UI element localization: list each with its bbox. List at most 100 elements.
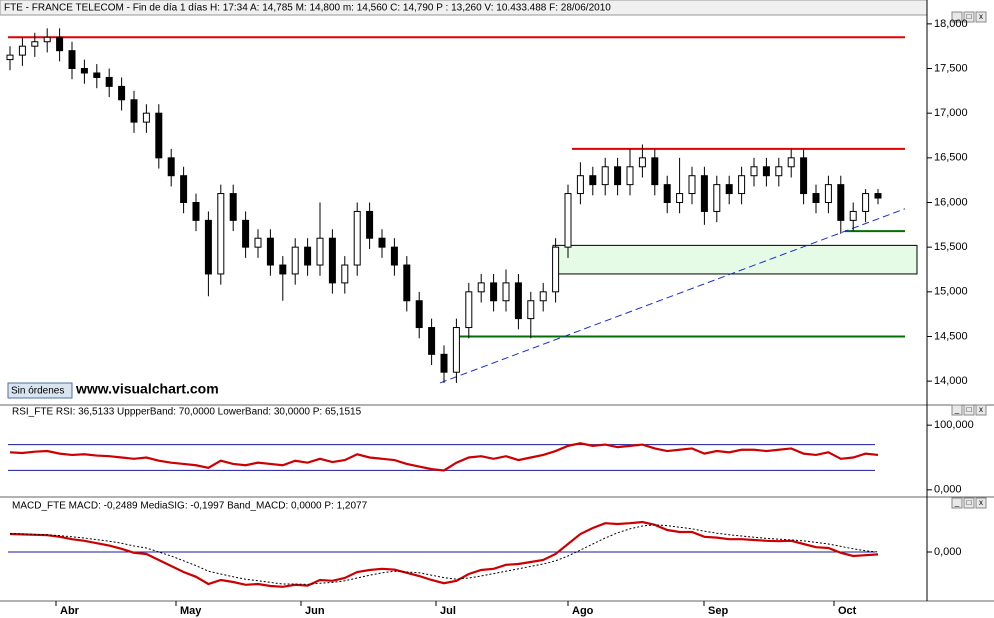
- candle-body: [341, 264, 349, 284]
- candle-body: [291, 246, 299, 275]
- candle-body: [254, 237, 262, 248]
- candle-body: [6, 54, 14, 61]
- y-tick-label: 15,500: [934, 241, 968, 253]
- x-tick-label: Ago: [572, 605, 594, 617]
- candle-body: [589, 175, 597, 186]
- orders-button-label[interactable]: Sin órdenes: [11, 386, 64, 397]
- candle-body: [378, 237, 386, 248]
- candle-body: [68, 50, 76, 70]
- candle-body: [787, 157, 795, 168]
- candle-body: [576, 175, 584, 195]
- y-tick-label: 15,000: [934, 286, 968, 298]
- candle-body: [614, 166, 622, 186]
- candle-body: [18, 45, 26, 56]
- window-button[interactable]: [951, 497, 963, 509]
- window-button-label[interactable]: _: [954, 405, 960, 414]
- window-button[interactable]: [975, 404, 987, 416]
- candle-body: [502, 282, 510, 302]
- indicator-line: [9, 524, 879, 585]
- candle-body: [465, 291, 473, 329]
- candle-body: [118, 85, 126, 101]
- y-tick-label: 14,000: [934, 375, 968, 387]
- candle-body: [204, 219, 212, 275]
- candle-body: [552, 246, 560, 293]
- candle-body: [725, 184, 733, 195]
- x-tick-label: Sep: [708, 605, 728, 617]
- window-button-label[interactable]: _: [954, 498, 960, 507]
- window-button-label[interactable]: _: [954, 12, 960, 21]
- candle-body: [514, 282, 522, 320]
- candle-body: [192, 202, 200, 221]
- candle-body: [676, 193, 684, 203]
- indicator-line: [9, 520, 879, 588]
- window-button[interactable]: [951, 404, 963, 416]
- candle-body: [80, 68, 88, 74]
- indicator-line: [9, 442, 879, 472]
- support-zone: [552, 244, 918, 275]
- y-tick-label: 16,000: [934, 196, 968, 208]
- candle-body: [440, 353, 448, 373]
- window-button[interactable]: [963, 497, 975, 509]
- candle-body: [775, 166, 783, 177]
- window-button[interactable]: [975, 11, 987, 23]
- candle-body: [93, 72, 101, 78]
- candle-body: [626, 166, 634, 186]
- candle-body: [750, 166, 758, 177]
- window-button-label[interactable]: □: [967, 405, 972, 414]
- candle-body: [390, 246, 398, 266]
- macd-header: MACD_FTE MACD: -0,2489 MediaSIG: -0,1997…: [12, 501, 368, 512]
- candle-body: [638, 157, 646, 168]
- candle-body: [43, 36, 51, 43]
- candle-body: [812, 193, 820, 203]
- candle-body: [266, 237, 274, 266]
- candle-body: [539, 291, 547, 302]
- candle-body: [824, 184, 832, 204]
- candle-body: [242, 219, 250, 248]
- y-tick-label: 14,500: [934, 330, 968, 342]
- candle-body: [304, 246, 312, 266]
- candle-body: [316, 237, 324, 266]
- candle-body: [130, 99, 138, 123]
- candle-body: [155, 112, 163, 159]
- window-button-label[interactable]: □: [967, 12, 972, 21]
- candle-body: [651, 157, 659, 186]
- orders-button[interactable]: [7, 382, 73, 399]
- candle-body: [527, 300, 535, 320]
- y-tick-label: 0,000: [934, 546, 962, 558]
- candle-body: [403, 264, 411, 302]
- x-tick-label: May: [180, 605, 202, 617]
- candle-body: [180, 175, 188, 203]
- candle-body: [328, 237, 336, 284]
- window-button[interactable]: [963, 11, 975, 23]
- candle-body: [477, 282, 485, 293]
- candle-body: [738, 175, 746, 195]
- y-tick-label: 100,000: [934, 419, 974, 431]
- candle-body: [142, 112, 150, 123]
- y-tick-label: 0,000: [934, 484, 962, 496]
- x-tick-label: Abr: [60, 605, 80, 617]
- candle-body: [688, 175, 696, 195]
- candle-body: [713, 184, 721, 212]
- candle-body: [452, 327, 460, 373]
- candle-body: [700, 175, 708, 212]
- candle-body: [849, 210, 857, 221]
- window-button-label[interactable]: □: [967, 498, 972, 507]
- candle-body: [366, 210, 374, 239]
- window-button[interactable]: [951, 11, 963, 23]
- window-button[interactable]: [975, 497, 987, 509]
- rsi-header: RSI_FTE RSI: 36,5133 UppperBand: 70,0000…: [12, 407, 362, 418]
- y-tick-label: 17,500: [934, 62, 968, 74]
- trend-line: [439, 208, 906, 384]
- window-button-label[interactable]: x: [979, 405, 983, 414]
- y-tick-label: 17,000: [934, 107, 968, 119]
- candle-body: [217, 193, 225, 275]
- window-button-label[interactable]: x: [979, 12, 983, 21]
- window-button-label[interactable]: x: [979, 498, 983, 507]
- candle-body: [31, 41, 39, 47]
- window-button[interactable]: [963, 404, 975, 416]
- candle-body: [862, 193, 870, 212]
- y-tick-label: 18,000: [934, 18, 968, 30]
- candle-body: [353, 210, 361, 266]
